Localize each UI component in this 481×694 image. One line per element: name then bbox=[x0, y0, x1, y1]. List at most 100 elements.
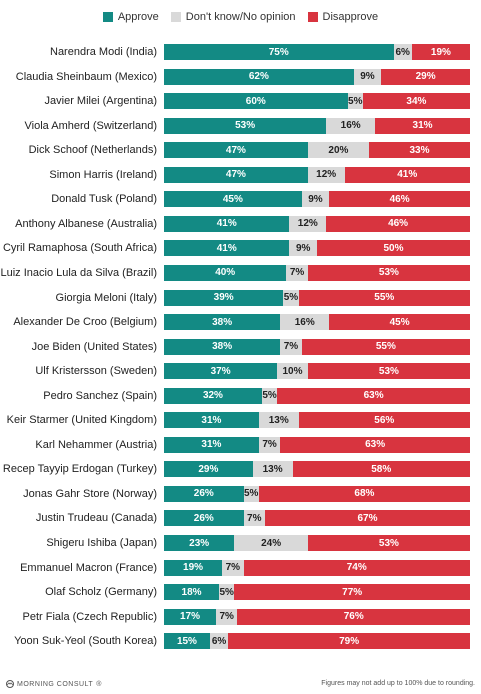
bar-value-label: 68% bbox=[354, 488, 375, 500]
bar-value-label: 7% bbox=[219, 611, 234, 623]
bar-value-label: 13% bbox=[268, 414, 289, 426]
bar-segment-disapprove: 45% bbox=[329, 314, 470, 331]
bar-segment-approve: 26% bbox=[164, 485, 244, 502]
bar-value-label: 41% bbox=[216, 218, 237, 230]
category-label: Olaf Scholz (Germany) bbox=[45, 586, 157, 599]
category-label: Alexander De Croo (Belgium) bbox=[13, 316, 157, 329]
bar-value-label: 38% bbox=[212, 341, 233, 353]
bar-value-label: 77% bbox=[342, 586, 363, 598]
bar-value-label: 45% bbox=[222, 193, 243, 205]
bar-segment-disapprove: 77% bbox=[234, 584, 470, 601]
bar-segment-disapprove: 74% bbox=[243, 559, 470, 576]
bar-segment-approve: 53% bbox=[164, 117, 327, 134]
bar-segment-approve: 29% bbox=[164, 461, 253, 478]
bar-value-label: 12% bbox=[316, 169, 337, 181]
bar-segment-neutral: 13% bbox=[252, 461, 293, 478]
bar-segment-approve: 17% bbox=[164, 608, 217, 625]
bar-value-label: 62% bbox=[248, 71, 269, 83]
bar-segment-approve: 41% bbox=[164, 240, 290, 257]
bar-segment-approve: 18% bbox=[164, 584, 220, 601]
bar-segment-neutral: 5% bbox=[261, 387, 278, 404]
bar-segment-disapprove: 33% bbox=[369, 142, 470, 159]
bar-segment-approve: 47% bbox=[164, 166, 308, 183]
bar-value-label: 46% bbox=[389, 193, 410, 205]
bar-segment-approve: 39% bbox=[164, 289, 284, 306]
bar-segment-disapprove: 63% bbox=[280, 436, 470, 453]
bar-value-label: 67% bbox=[357, 512, 378, 524]
footnote: Figures may not add up to 100% due to ro… bbox=[321, 680, 475, 687]
bar-value-label: 5% bbox=[219, 586, 234, 598]
bar-value-label: 23% bbox=[189, 537, 210, 549]
bar-value-label: 19% bbox=[430, 46, 451, 58]
bar-value-label: 29% bbox=[415, 71, 436, 83]
bar-segment-neutral: 7% bbox=[280, 338, 302, 355]
bar-value-label: 53% bbox=[235, 120, 256, 132]
bar-value-label: 33% bbox=[409, 144, 430, 156]
bar-value-label: 32% bbox=[202, 390, 223, 402]
category-label: Ulf Kristersson (Sweden) bbox=[35, 365, 157, 378]
bar-segment-neutral: 5% bbox=[219, 584, 235, 601]
category-label: Cyril Ramaphosa (South Africa) bbox=[2, 242, 157, 255]
legend-swatch-neutral bbox=[170, 12, 181, 22]
category-label: Anthony Albanese (Australia) bbox=[15, 217, 157, 230]
bar-segment-disapprove: 55% bbox=[301, 338, 470, 355]
bar-value-label: 60% bbox=[245, 95, 266, 107]
bar-segment-neutral: 16% bbox=[280, 314, 330, 331]
bar-value-label: 50% bbox=[383, 242, 404, 254]
bar-value-label: 55% bbox=[375, 341, 396, 353]
bar-segment-disapprove: 29% bbox=[381, 68, 470, 85]
bar-segment-disapprove: 19% bbox=[411, 44, 470, 60]
bar-value-label: 16% bbox=[340, 120, 361, 132]
category-label: Jonas Gahr Store (Norway) bbox=[23, 487, 157, 500]
bar-value-label: 76% bbox=[343, 611, 364, 623]
bar-value-label: 17% bbox=[180, 611, 201, 623]
bar-value-label: 16% bbox=[294, 316, 315, 328]
category-label: Simon Harris (Ireland) bbox=[49, 168, 157, 181]
bar-value-label: 40% bbox=[215, 267, 236, 279]
category-label: Karl Nehammer (Austria) bbox=[35, 438, 157, 451]
bar-value-label: 7% bbox=[262, 439, 277, 451]
bar-segment-neutral: 20% bbox=[307, 142, 369, 159]
morning-consult-logo-icon bbox=[6, 680, 14, 688]
bar-value-label: 38% bbox=[212, 316, 233, 328]
bar-value-label: 26% bbox=[193, 512, 214, 524]
bar-segment-approve: 31% bbox=[164, 436, 259, 453]
bar-value-label: 29% bbox=[198, 463, 219, 475]
category-label: Recep Tayyip Erdogan (Turkey) bbox=[2, 463, 157, 476]
bar-value-label: 55% bbox=[374, 292, 395, 303]
bar-segment-disapprove: 50% bbox=[317, 240, 470, 257]
category-label: Petr Fiala (Czech Republic) bbox=[22, 610, 158, 623]
bar-segment-approve: 41% bbox=[164, 215, 290, 232]
bar-value-label: 5% bbox=[283, 292, 299, 303]
bar-segment-neutral: 24% bbox=[234, 535, 308, 551]
legend-item-neutral: Don't know/No opinion bbox=[170, 11, 296, 23]
bar-value-label: 7% bbox=[283, 341, 299, 353]
bar-segment-neutral: 5% bbox=[283, 289, 299, 306]
bar-value-label: 46% bbox=[388, 218, 409, 230]
category-label: Yoon Suk-Yeol (South Korea) bbox=[14, 635, 157, 648]
bar-value-label: 6% bbox=[395, 46, 410, 58]
bar-segment-approve: 45% bbox=[164, 191, 302, 208]
bar-segment-neutral: 6% bbox=[393, 44, 412, 60]
bar-value-label: 39% bbox=[213, 292, 234, 303]
category-label: Giorgia Meloni (Italy) bbox=[55, 291, 157, 304]
category-label: Pedro Sanchez (Spain) bbox=[43, 389, 157, 402]
bar-segment-approve: 47% bbox=[164, 142, 308, 159]
bar-value-label: 31% bbox=[201, 414, 222, 426]
bar-segment-disapprove: 58% bbox=[292, 461, 470, 478]
bar-value-label: 7% bbox=[225, 562, 241, 574]
bar-segment-approve: 37% bbox=[164, 363, 278, 380]
bar-value-label: 56% bbox=[374, 414, 395, 426]
category-label: Luiz Inacio Lula da Silva (Brazil) bbox=[0, 266, 157, 279]
bar-segment-neutral: 7% bbox=[258, 436, 281, 453]
bar-value-label: 41% bbox=[216, 242, 237, 254]
bar-segment-disapprove: 63% bbox=[277, 387, 470, 404]
legend: Approve Don't know/No opinion Disapprove bbox=[0, 8, 481, 26]
legend-swatch-approve bbox=[102, 12, 113, 22]
bar-value-label: 47% bbox=[225, 144, 246, 156]
category-label: Shigeru Ishiba (Japan) bbox=[46, 537, 157, 549]
category-label: Justin Trudeau (Canada) bbox=[35, 512, 157, 525]
bar-segment-approve: 31% bbox=[164, 412, 259, 429]
category-label: Joe Biden (United States) bbox=[31, 340, 157, 353]
bar-value-label: 7% bbox=[247, 512, 262, 524]
